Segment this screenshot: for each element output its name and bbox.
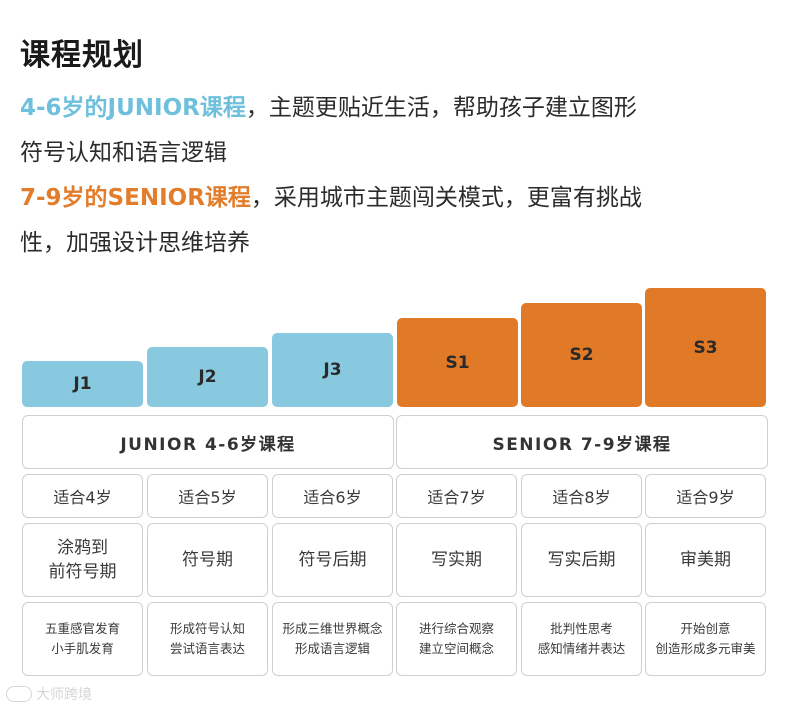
watermark-logo-icon	[6, 686, 32, 702]
stage-label: 符号期	[182, 550, 233, 570]
age-cell: 适合5岁	[147, 474, 268, 518]
senior-intro-text: ，采用城市主题闯关模式，更富有挑战	[250, 185, 642, 211]
description-cell: 形成三维世界概念 形成语言逻辑	[272, 602, 393, 676]
level-label: J1	[73, 374, 92, 394]
description-line: 五重感官发育	[44, 621, 120, 636]
level-block-s3: S3	[645, 288, 766, 407]
stage-cell: 写实期	[396, 523, 517, 597]
stage-cell: 符号期	[147, 523, 268, 597]
page-title: 课程规划	[20, 38, 144, 73]
description-line: 进行综合观察	[418, 621, 494, 636]
stage-label: 写实期	[431, 550, 482, 570]
group-label: SENIOR 7-9岁课程	[492, 434, 672, 455]
stage-cell: 审美期	[645, 523, 766, 597]
watermark-text: 大师跨境	[36, 687, 92, 703]
level-label: S2	[569, 345, 594, 365]
stage-label: 涂鸦到	[57, 538, 108, 558]
junior-intro-text-2: 符号认知和语言逻辑	[20, 140, 227, 166]
age-cell: 适合9岁	[645, 474, 766, 518]
description-cell: 形成符号认知 尝试语言表达	[147, 602, 268, 676]
description-line: 小手肌发育	[51, 641, 114, 656]
age-label: 适合7岁	[427, 488, 486, 507]
description-cell: 进行综合观察 建立空间概念	[396, 602, 517, 676]
age-cell: 适合6岁	[272, 474, 393, 518]
watermark: 大师跨境	[6, 684, 92, 704]
description-line: 尝试语言表达	[169, 641, 245, 656]
age-label: 适合8岁	[552, 488, 611, 507]
stage-label: 前符号期	[48, 562, 117, 582]
group-senior: SENIOR 7-9岁课程	[396, 415, 768, 469]
stage-label: 写实后期	[547, 550, 616, 570]
description-line: 创造形成多元审美	[655, 641, 756, 656]
stage-cell: 写实后期	[521, 523, 642, 597]
stage-label: 符号后期	[298, 550, 367, 570]
stage-cell: 符号后期	[272, 523, 393, 597]
level-label: J3	[323, 360, 342, 380]
stage-label: 审美期	[680, 550, 731, 570]
age-label: 适合5岁	[178, 488, 237, 507]
description-cell: 五重感官发育 小手肌发育	[22, 602, 143, 676]
level-block-j3: J3	[272, 333, 393, 407]
level-block-s2: S2	[521, 303, 642, 407]
description-line: 形成三维世界概念	[282, 621, 383, 636]
age-label: 适合4岁	[53, 488, 112, 507]
junior-highlight: 4-6岁的JUNIOR课程	[20, 95, 246, 121]
description-cell: 开始创意 创造形成多元审美	[645, 602, 766, 676]
description-line: 开始创意	[680, 621, 731, 636]
junior-intro-text: ，主题更贴近生活，帮助孩子建立图形	[245, 95, 637, 121]
senior-highlight: 7-9岁的SENIOR课程	[20, 185, 251, 211]
group-junior: JUNIOR 4-6岁课程	[22, 415, 394, 469]
description-line: 形成符号认知	[169, 621, 245, 636]
age-cell: 适合8岁	[521, 474, 642, 518]
group-label: JUNIOR 4-6岁课程	[120, 434, 296, 455]
age-label: 适合6岁	[303, 488, 362, 507]
age-cell: 适合7岁	[396, 474, 517, 518]
age-cell: 适合4岁	[22, 474, 143, 518]
description-line: 建立空间概念	[418, 641, 494, 656]
level-label: S3	[693, 337, 718, 358]
description-line: 感知情绪并表达	[537, 641, 626, 656]
level-block-j1: J1	[22, 361, 143, 407]
stage-cell: 涂鸦到 前符号期	[22, 523, 143, 597]
description-cell: 批判性思考 感知情绪并表达	[521, 602, 642, 676]
level-label: S1	[445, 352, 470, 373]
level-block-j2: J2	[147, 347, 268, 407]
junior-intro: 4-6岁的JUNIOR课程，主题更贴近生活，帮助孩子建立图形 符号认知和语言逻辑	[20, 86, 770, 176]
level-label: J2	[198, 367, 217, 387]
level-block-s1: S1	[397, 318, 518, 407]
description-line: 批判性思考	[550, 621, 613, 636]
senior-intro: 7-9岁的SENIOR课程，采用城市主题闯关模式，更富有挑战 性，加强设计思维培…	[20, 176, 770, 266]
age-label: 适合9岁	[676, 488, 735, 507]
description-line: 形成语言逻辑	[294, 641, 370, 656]
senior-intro-text-2: 性，加强设计思维培养	[20, 230, 250, 256]
